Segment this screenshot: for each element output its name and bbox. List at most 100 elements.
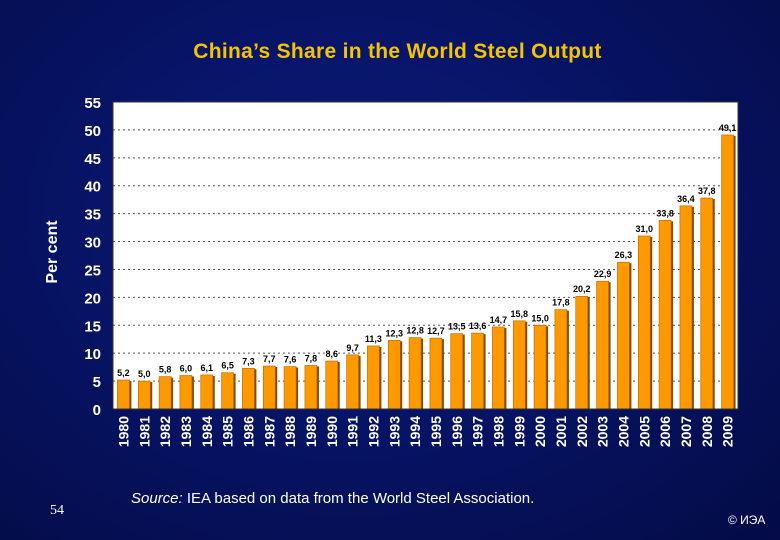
data-label: 13,6 bbox=[469, 321, 487, 331]
bar bbox=[325, 360, 339, 410]
data-label: 49,1 bbox=[719, 123, 737, 133]
x-tick-label: 1991 bbox=[345, 416, 361, 447]
data-label: 7,6 bbox=[284, 355, 297, 365]
bar bbox=[596, 280, 609, 410]
source-note: Source: IEA based on data from the World… bbox=[131, 490, 534, 507]
data-label: 8,6 bbox=[325, 349, 338, 359]
x-tick-label: 1998 bbox=[490, 416, 506, 447]
copyright: © ИЭА bbox=[728, 513, 766, 527]
bar bbox=[283, 366, 297, 410]
bar bbox=[512, 320, 526, 410]
data-label: 17,8 bbox=[552, 298, 570, 308]
x-tick-label: 1999 bbox=[511, 416, 527, 447]
bar bbox=[346, 354, 359, 410]
source-text: IEA based on data from the World Steel A… bbox=[182, 490, 535, 507]
bar bbox=[242, 367, 255, 410]
y-tick-label: 50 bbox=[84, 123, 101, 140]
y-tick-label: 5 bbox=[93, 374, 101, 391]
x-tick-label: 2002 bbox=[574, 416, 590, 447]
bar bbox=[387, 340, 401, 410]
bar bbox=[262, 365, 276, 410]
data-label: 31,0 bbox=[635, 224, 653, 234]
data-label: 6,5 bbox=[221, 361, 234, 371]
y-tick-label: 45 bbox=[84, 151, 101, 168]
bar bbox=[221, 372, 234, 410]
data-label: 7,8 bbox=[305, 353, 318, 363]
bar bbox=[700, 197, 714, 410]
y-tick-label: 30 bbox=[84, 235, 101, 252]
plot-area bbox=[113, 102, 738, 409]
x-tick-label: 1980 bbox=[115, 416, 131, 447]
x-tick-label: 1988 bbox=[282, 416, 298, 447]
data-label: 6,0 bbox=[180, 364, 193, 374]
data-label: 12,3 bbox=[385, 328, 403, 338]
y-tick-label: 35 bbox=[84, 207, 101, 224]
x-tick-label: 1983 bbox=[178, 416, 194, 447]
data-label: 22,9 bbox=[594, 269, 612, 279]
bar bbox=[429, 337, 443, 410]
bar bbox=[637, 235, 651, 410]
data-label: 37,8 bbox=[698, 186, 716, 196]
data-label: 15,8 bbox=[510, 309, 528, 319]
x-tick-label: 2005 bbox=[636, 416, 652, 447]
bar bbox=[492, 326, 505, 410]
x-tick-label: 1992 bbox=[365, 416, 381, 447]
x-tick-label: 1981 bbox=[136, 416, 152, 447]
bar bbox=[158, 376, 172, 410]
x-tick-label: 1996 bbox=[449, 416, 465, 447]
y-tick-label: 20 bbox=[84, 290, 101, 307]
y-tick-label: 40 bbox=[84, 179, 101, 196]
x-tick-label: 2003 bbox=[595, 416, 611, 447]
y-tick-label: 0 bbox=[93, 402, 101, 419]
bar bbox=[617, 261, 630, 410]
data-label: 11,3 bbox=[365, 334, 382, 344]
x-tick-label: 1984 bbox=[199, 416, 215, 447]
chart-title: China’s Share in the World Steel Output bbox=[193, 40, 602, 63]
x-tick-label: 1989 bbox=[303, 416, 319, 447]
x-tick-label: 1985 bbox=[220, 416, 236, 447]
x-tick-label: 1987 bbox=[261, 416, 277, 447]
data-label: 6,1 bbox=[200, 363, 213, 373]
bar bbox=[533, 324, 547, 410]
data-label: 14,7 bbox=[490, 315, 508, 325]
data-label: 26,3 bbox=[615, 250, 633, 260]
bar bbox=[408, 337, 422, 410]
source-label: Source: bbox=[131, 490, 183, 507]
bar bbox=[137, 380, 151, 410]
bar bbox=[179, 375, 193, 410]
x-tick-label: 2009 bbox=[720, 416, 736, 447]
x-tick-label: 1995 bbox=[428, 416, 444, 447]
bar bbox=[450, 333, 464, 410]
x-tick-label: 2000 bbox=[532, 416, 548, 447]
x-tick-label: 1990 bbox=[324, 416, 340, 447]
x-tick-label: 1986 bbox=[240, 416, 256, 447]
y-tick-label: 15 bbox=[84, 318, 101, 335]
data-label: 7,7 bbox=[263, 354, 276, 364]
data-label: 5,8 bbox=[159, 365, 172, 375]
x-tick-label: 2008 bbox=[699, 416, 715, 447]
x-tick-label: 2004 bbox=[615, 416, 631, 447]
data-label: 9,7 bbox=[346, 343, 359, 353]
data-label: 5,2 bbox=[117, 368, 130, 378]
x-tick-label: 1997 bbox=[470, 416, 486, 447]
y-tick-label: 25 bbox=[84, 262, 101, 279]
x-tick-label: 2006 bbox=[657, 416, 673, 447]
plot-border bbox=[112, 101, 739, 410]
x-tick-label: 2001 bbox=[553, 416, 569, 447]
bar bbox=[721, 134, 734, 410]
bar bbox=[679, 205, 693, 410]
x-tick-label: 1994 bbox=[407, 416, 423, 447]
y-tick-label: 10 bbox=[84, 346, 101, 363]
bar bbox=[117, 379, 130, 410]
bar bbox=[658, 220, 672, 410]
y-tick-label: 55 bbox=[84, 95, 101, 112]
data-label: 12,8 bbox=[406, 326, 424, 336]
data-label: 5,0 bbox=[138, 369, 151, 379]
bar bbox=[367, 345, 380, 410]
bar bbox=[471, 332, 484, 410]
x-tick-label: 1993 bbox=[386, 416, 402, 447]
data-label: 7,3 bbox=[242, 356, 255, 366]
bar bbox=[575, 295, 589, 410]
x-tick-label: 2007 bbox=[678, 416, 694, 447]
